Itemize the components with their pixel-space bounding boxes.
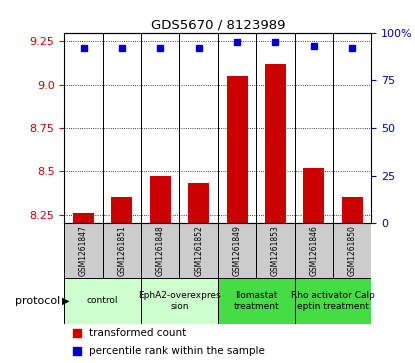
Bar [303,168,325,223]
Bar [256,223,295,278]
Bar [141,278,218,324]
Text: GSM1261853: GSM1261853 [271,225,280,276]
Bar [265,64,286,223]
Text: GSM1261851: GSM1261851 [117,225,127,276]
Bar [111,197,132,223]
Text: GSM1261847: GSM1261847 [79,225,88,276]
Bar [150,176,171,223]
Text: ▶: ▶ [62,296,70,306]
Title: GDS5670 / 8123989: GDS5670 / 8123989 [151,19,285,32]
Bar [180,223,218,278]
Text: GSM1261852: GSM1261852 [194,225,203,276]
Text: transformed count: transformed count [89,328,186,338]
Text: GSM1261849: GSM1261849 [232,225,242,276]
Text: percentile rank within the sample: percentile rank within the sample [89,346,265,355]
Text: EphA2-overexpres
sion: EphA2-overexpres sion [138,291,221,310]
Bar [73,213,94,223]
Bar [295,223,333,278]
Bar [218,278,295,324]
Bar [103,223,141,278]
Bar [295,278,371,324]
Bar [227,76,248,223]
Bar [141,223,180,278]
Text: Rho activator Calp
eptin treatment: Rho activator Calp eptin treatment [291,291,375,310]
Text: GSM1261848: GSM1261848 [156,225,165,276]
Text: Ilomastat
treatment: Ilomastat treatment [234,291,279,310]
Text: control: control [87,296,118,305]
Bar [342,197,363,223]
Bar [64,223,103,278]
Bar [218,223,256,278]
Text: GSM1261850: GSM1261850 [348,225,357,276]
Bar [333,223,371,278]
Bar [64,278,141,324]
Text: GSM1261846: GSM1261846 [309,225,318,276]
Text: protocol: protocol [15,296,60,306]
Bar [188,183,209,223]
